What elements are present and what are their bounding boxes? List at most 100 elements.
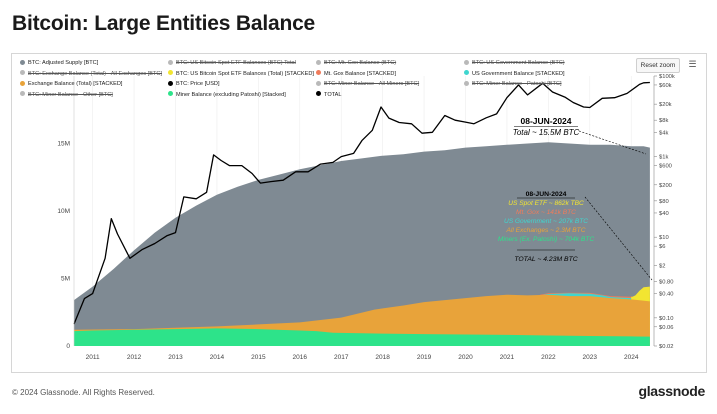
y-left-tick-label: 15M (57, 141, 70, 148)
x-tick-label: 2017 (334, 354, 349, 361)
legend-label: BTC: Miner Balance - All Miners [BTC] (324, 81, 420, 87)
annotation-supply-date: 08-JUN-2024 (520, 116, 571, 126)
y-right-tick-label: $0.06 (659, 325, 674, 331)
legend-swatch-icon (20, 59, 25, 65)
annotation-breakdown-line: US Government ~ 207k BTC (504, 218, 588, 225)
annotation-breakdown-line: Miners (Ex. Patoshi) ~ 704k BTC (498, 236, 594, 243)
legend-item[interactable]: US Government Balance [STACKED] (464, 69, 565, 80)
legend-item[interactable]: BTC: Mt. Gox Balance (BTC) (316, 58, 396, 69)
page-title: Bitcoin: Large Entities Balance (12, 12, 316, 35)
chart-canvas[interactable]: 2011 2012 2013 2014 2015 2016 2017 2018 2019 2020… (12, 54, 706, 372)
annotation-breakdown-line: Mt. Gox ~ 141k BTC (516, 209, 576, 216)
chart-frame: 2011 2012 2013 2014 2015 2016 2017 2018 2019 2020… (11, 53, 707, 373)
legend-item[interactable]: BTC: US Government Balance (BTC) (464, 58, 565, 69)
legend-item[interactable]: Miner Balance (excluding Patoshi) [Stack… (168, 90, 286, 101)
legend-swatch-icon (20, 91, 25, 96)
annotation-breakdown-date: 08-JUN-2024 (526, 191, 567, 198)
x-tick-label: 2022 (541, 354, 556, 361)
y-right-tick-label: $6 (659, 244, 665, 250)
area-series (74, 142, 650, 346)
x-tick-label: 2018 (375, 354, 390, 361)
x-tick-label: 2019 (417, 354, 432, 361)
legend-item[interactable]: BTC: Exchange Balance (Total) - All Exch… (20, 69, 162, 80)
y-right-tick-label: $600 (659, 164, 672, 170)
legend-item[interactable]: BTC: Miner Balance - Other [BTC] (20, 90, 113, 101)
legend-label: BTC: Miner Balance - Other [BTC] (28, 91, 113, 98)
reset-zoom-button[interactable]: Reset zoom (636, 58, 680, 73)
y-right-tick-label: $60k (659, 83, 672, 89)
legend-swatch-icon (168, 70, 173, 75)
x-tick-label: 2012 (127, 354, 142, 361)
y-right-tick-label: $200 (659, 183, 672, 189)
annotation-breakdown-total: TOTAL ~ 4.23M BTC (514, 256, 577, 263)
legend-swatch-icon (316, 70, 321, 75)
y-right-tick-label: $1k (659, 155, 668, 161)
legend-item[interactable]: Mt. Gox Balance [STACKED] (316, 69, 396, 80)
copyright: © 2024 Glassnode. All Rights Reserved. (12, 388, 155, 397)
legend-label: BTC: Miner Balance - Patoshi [BTC] (472, 81, 562, 87)
line-btc-price (73, 81, 650, 325)
annotations: 08-JUN-2024 Total ~ 15.5M BTC 08-JUN-2024 U… (498, 116, 653, 281)
area-miner-balance-excluding-patoshi-stacked- (74, 328, 650, 346)
legend-label: BTC: US Bitcoin Spot ETF Balances (BTC) … (176, 60, 296, 66)
y-right-tick-label: $2 (659, 263, 665, 269)
legend-item[interactable]: BTC: Adjusted Supply [BTC] (20, 58, 98, 69)
axes: 2011 2012 2013 2014 2015 2016 2017 2018 2019 2020… (57, 74, 675, 361)
annotation-pointer-breakdown (584, 196, 653, 281)
legend-item[interactable]: BTC: Miner Balance - All Miners [BTC] (316, 79, 419, 90)
legend-label: BTC: Price [USD] (176, 81, 220, 87)
legend-label: BTC: Exchange Balance (Total) - All Exch… (28, 70, 162, 77)
x-tick-label: 2015 (251, 354, 266, 361)
y-right-tick-label: $0.80 (659, 279, 674, 285)
legend-label: TOTAL (324, 91, 342, 98)
legend-swatch-icon (168, 59, 173, 65)
y-right-tick-label: $10 (659, 235, 669, 241)
y-left-tick-label: 5M (61, 276, 70, 283)
y-right-tick-label: $8k (659, 118, 668, 124)
legend-label: BTC: US Bitcoin Spot ETF Balances (Total… (176, 70, 314, 77)
legend-item[interactable]: BTC: Miner Balance - Patoshi [BTC] (464, 79, 562, 90)
legend-item[interactable]: BTC: Price [USD] (168, 79, 220, 90)
legend-item[interactable]: TOTAL (316, 90, 342, 101)
x-tick-label: 2021 (500, 354, 515, 361)
y-right-tick-label: $80 (659, 199, 669, 205)
legend-swatch-icon (316, 59, 321, 65)
legend-item[interactable]: BTC: US Bitcoin Spot ETF Balances (Total… (168, 69, 314, 80)
x-tick-label: 2020 (458, 354, 473, 361)
x-tick-label: 2013 (168, 354, 183, 361)
legend-swatch-icon (20, 70, 25, 75)
y-right-tick-label: $100k (659, 74, 675, 80)
y-right-tick-label: $4k (659, 130, 668, 136)
legend-label: BTC: Mt. Gox Balance (BTC) (324, 60, 397, 66)
line-series (73, 81, 650, 325)
hamburger-icon[interactable]: ☰ (688, 59, 697, 69)
brand-logo: glassnode (638, 383, 705, 399)
x-tick-label: 2014 (210, 354, 225, 361)
legend-item[interactable]: BTC: US Bitcoin Spot ETF Balances (BTC) … (168, 58, 296, 69)
legend-swatch-icon (464, 70, 469, 75)
legend-swatch-icon (168, 80, 173, 86)
legend-label: Exchange Balance (Total) [STACKED] (28, 81, 123, 87)
y-right-tick-label: $40 (659, 211, 669, 217)
y-left-tick-label: 0 (66, 343, 70, 350)
x-tick-label: 2023 (583, 354, 598, 361)
legend-label: BTC: Adjusted Supply [BTC] (28, 60, 99, 66)
legend-swatch-icon (316, 91, 321, 96)
x-tick-label: 2016 (293, 354, 308, 361)
annotation-supply-total: Total ~ 15.5M BTC (513, 128, 580, 137)
x-tick-label: 2024 (624, 354, 639, 361)
y-right-tick-label: $0.02 (659, 344, 674, 350)
x-tick-label: 2011 (86, 354, 100, 361)
legend-label: BTC: US Government Balance (BTC) (472, 60, 565, 66)
y-right-tick-label: $20k (659, 102, 672, 108)
annotation-breakdown-line: US Spot ETF ~ 862k TBC (508, 200, 584, 207)
annotation-breakdown-line: All Exchanges ~ 2.3M BTC (506, 227, 586, 234)
legend-swatch-icon (464, 80, 469, 86)
y-right-tick-label: $0.10 (659, 316, 674, 322)
legend-label: Mt. Gox Balance [STACKED] (324, 70, 397, 77)
annotation-pointer-supply (578, 130, 647, 155)
legend-label: Miner Balance (excluding Patoshi) [Stack… (176, 91, 286, 98)
legend-swatch-icon (464, 59, 469, 65)
y-left-tick-label: 10M (57, 208, 70, 215)
legend-item[interactable]: Exchange Balance (Total) [STACKED] (20, 79, 122, 90)
